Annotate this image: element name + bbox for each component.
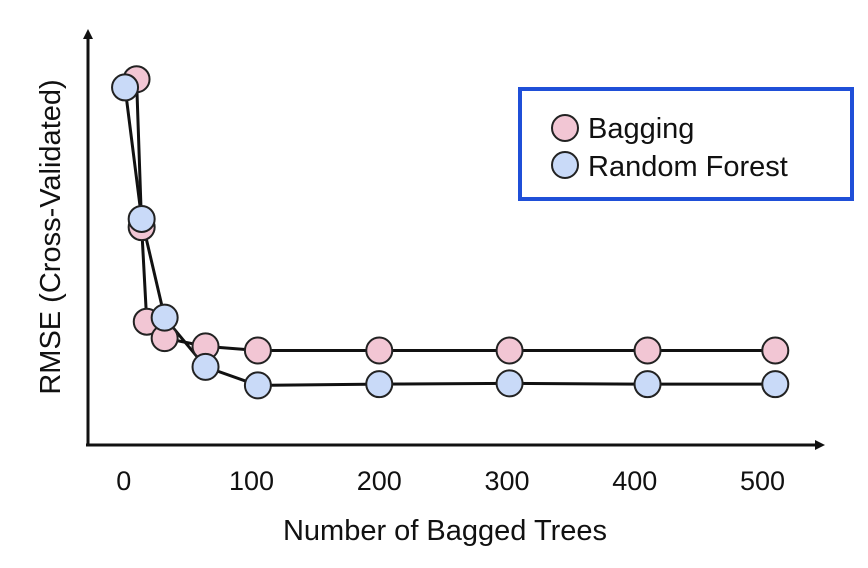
point-bagging-7 [495,336,524,365]
x-axis-title: Number of Bagged Trees [283,515,607,547]
point-random-forest-8 [761,370,790,399]
y-axis-title: RMSE (Cross-Validated) [35,79,67,394]
x-tick-labels: 0 100 200 300 400 500 [116,466,785,496]
point-random-forest-2 [150,303,179,332]
point-bagging-9 [761,336,790,365]
legend-box [518,87,854,201]
legend-label-random-forest: Random Forest [588,151,788,183]
point-random-forest-6 [495,369,524,398]
point-random-forest-4 [243,371,272,400]
point-bagging-8 [633,336,662,365]
legend: Bagging Random Forest [518,87,854,201]
series-line-bagging [135,79,776,352]
axes [83,29,825,450]
x-tick-label-300: 300 [484,466,529,496]
plot-area [111,65,790,400]
point-random-forest-7 [633,370,662,399]
point-bagging-6 [365,336,394,365]
point-random-forest-3 [191,352,220,381]
point-bagging-5 [243,336,272,365]
x-tick-label-0: 0 [116,466,131,496]
x-tick-label-100: 100 [229,466,274,496]
x-tick-label-500: 500 [740,466,785,496]
legend-marker-bagging [551,114,579,142]
point-random-forest-0 [111,73,140,102]
legend-label-bagging: Bagging [588,113,694,145]
legend-marker-random-forest [551,151,579,179]
point-random-forest-1 [127,204,156,233]
x-tick-label-200: 200 [357,466,402,496]
x-tick-label-400: 400 [612,466,657,496]
point-random-forest-5 [365,370,394,399]
